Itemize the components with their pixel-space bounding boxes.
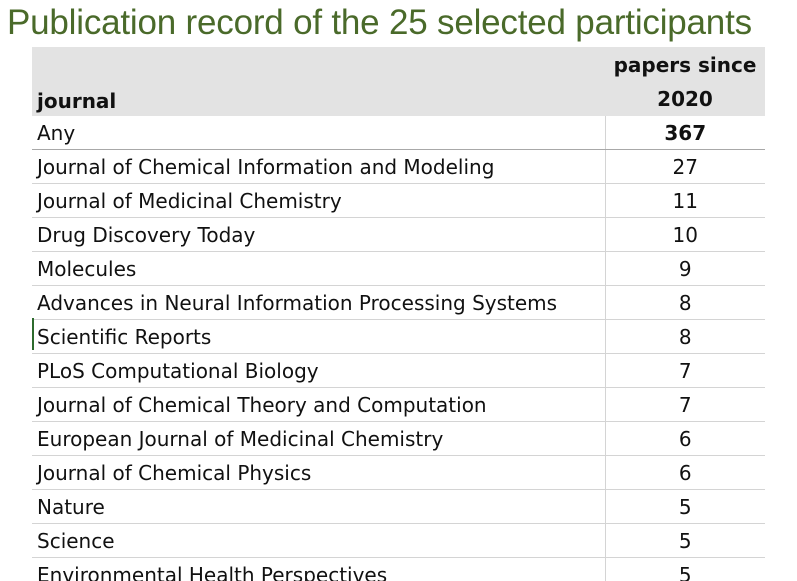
count-cell: 7 [605,387,765,422]
count-cell: 367 [605,116,765,150]
table-row: Environmental Health Perspectives 5 [32,557,765,581]
table-row: Journal of Chemical Theory and Computati… [32,387,765,422]
journal-cell: Journal of Medicinal Chemistry [32,183,606,218]
count-cell: 5 [605,489,765,524]
page-title: Publication record of the 25 selected pa… [7,3,752,42]
journal-cell: Advances in Neural Information Processin… [32,285,606,320]
count-cell: 5 [605,523,765,558]
papers-column-header: papers since 2020 [605,47,765,116]
count-cell: 6 [605,421,765,456]
journal-cell: Journal of Chemical Information and Mode… [32,149,606,184]
table-row-total: Any 367 [32,116,765,150]
count-cell: 8 [605,319,765,354]
table-row: Advances in Neural Information Processin… [32,285,765,320]
table-row: Nature 5 [32,489,765,524]
table-header-row: journal papers since 2020 [32,47,765,116]
table-row: PLoS Computational Biology 7 [32,353,765,388]
journal-column-header: journal [32,47,605,116]
table-row: Scientific Reports 8 [32,319,765,354]
table-row: Science 5 [32,523,765,558]
journal-cell: Nature [32,489,606,524]
count-cell: 8 [605,285,765,320]
papers-header-line2: 2020 [657,87,713,111]
table-row: Molecules 9 [32,251,765,286]
count-cell: 11 [605,183,765,218]
table-row: European Journal of Medicinal Chemistry … [32,421,765,456]
journal-cell: PLoS Computational Biology [32,353,606,388]
cell-selection-edge [32,318,34,350]
papers-header-line1: papers since [613,53,757,77]
journal-cell: Science [32,523,606,558]
table-row: Drug Discovery Today 10 [32,217,765,252]
journal-cell: European Journal of Medicinal Chemistry [32,421,606,456]
count-cell: 9 [605,251,765,286]
table-row: Journal of Chemical Information and Mode… [32,149,765,184]
journal-cell: Scientific Reports [32,319,606,354]
count-cell: 10 [605,217,765,252]
publication-table: journal papers since 2020 Any 367 Journa… [32,47,765,581]
count-cell: 27 [605,149,765,184]
count-cell: 7 [605,353,765,388]
journal-cell: Drug Discovery Today [32,217,606,252]
journal-cell: Molecules [32,251,606,286]
journal-cell: Journal of Chemical Theory and Computati… [32,387,606,422]
count-cell: 6 [605,455,765,490]
count-cell: 5 [605,557,765,581]
table-row: Journal of Medicinal Chemistry 11 [32,183,765,218]
table-row: Journal of Chemical Physics 6 [32,455,765,490]
journal-cell: Any [32,116,606,150]
journal-cell: Journal of Chemical Physics [32,455,606,490]
journal-cell: Environmental Health Perspectives [32,557,606,581]
publication-table-container: journal papers since 2020 Any 367 Journa… [32,47,765,581]
